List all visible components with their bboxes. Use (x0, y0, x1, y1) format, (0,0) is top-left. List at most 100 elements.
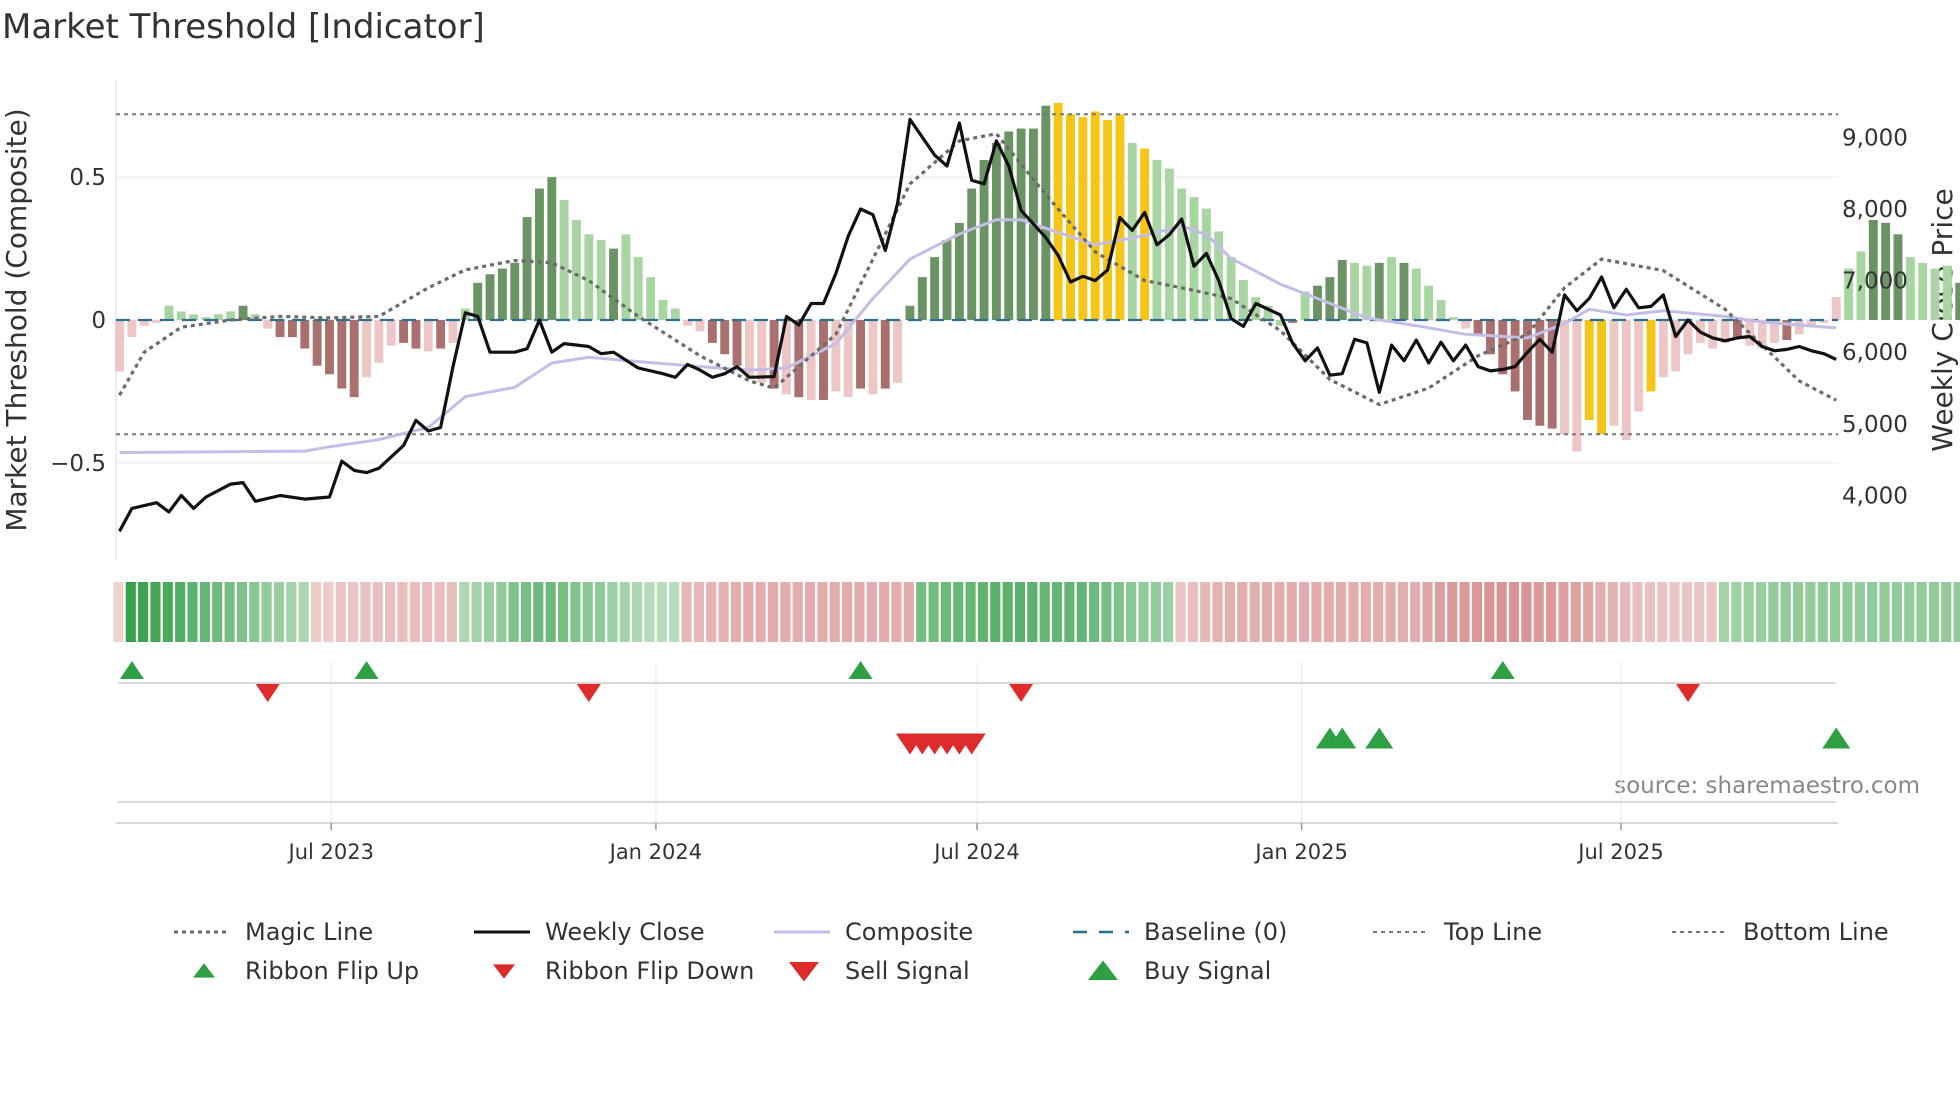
ribbon-cell (990, 582, 1001, 642)
ribbon-flip-up-marker (1490, 661, 1515, 679)
histogram-bar (1535, 320, 1545, 426)
histogram-bar (152, 320, 162, 323)
ribbon-cell (1410, 582, 1421, 642)
histogram-bar (1918, 262, 1928, 320)
histogram-bar (559, 200, 569, 320)
histogram-bar (1226, 257, 1236, 320)
histogram-bar (1819, 320, 1829, 323)
legend-label: Top Line (1443, 918, 1542, 946)
histogram-bar (1448, 317, 1458, 320)
histogram-bar (1498, 320, 1508, 375)
ribbon-cell (1064, 582, 1075, 642)
weekly-close-line (118, 117, 1837, 533)
histogram-bar (1251, 297, 1261, 320)
histogram-bar (942, 240, 952, 320)
ribbon-cell (866, 582, 877, 642)
left-tick-label: 0.5 (69, 165, 106, 191)
ribbon-flip-down-marker (255, 684, 280, 702)
ribbon-cell (1657, 582, 1668, 642)
legend-triangle-up-icon (1088, 960, 1118, 980)
ribbon-cell (162, 582, 173, 642)
ribbon-cell (1916, 582, 1927, 642)
ribbon-cell (1521, 582, 1532, 642)
ribbon-cell (1014, 582, 1026, 642)
histogram-bar (1152, 160, 1162, 320)
histogram-bar (856, 320, 865, 389)
histogram-bar (695, 320, 705, 332)
histogram-bar (806, 320, 816, 400)
histogram-bar (720, 320, 730, 355)
histogram-bar (670, 308, 680, 320)
ribbon-cell (335, 582, 346, 642)
histogram-bar (127, 320, 137, 338)
ribbon-cell (1879, 582, 1890, 642)
ribbon-cell (1323, 582, 1334, 642)
ribbon-flip-down-marker (1676, 684, 1701, 702)
ribbon-cell (1138, 582, 1149, 642)
histogram-bar (843, 320, 853, 398)
histogram-bar (349, 320, 359, 398)
left-axis-label: Market Threshold (Composite) (0, 108, 33, 531)
ribbon-cell (224, 582, 235, 642)
ribbon-cell (1595, 582, 1606, 642)
ribbon-cell (1755, 582, 1767, 642)
ribbon-cell (1039, 582, 1050, 642)
grid (115, 80, 1838, 824)
ribbon-cell (1447, 582, 1458, 642)
ribbon-cell (854, 582, 865, 642)
ribbon-cell (1261, 582, 1273, 642)
x-tick-label: Jan 2024 (608, 840, 703, 864)
legend-label: Composite (845, 918, 973, 946)
ribbon-cell (804, 582, 816, 642)
ribbon-cell (1422, 582, 1433, 642)
histogram-bar (1782, 320, 1792, 340)
price-lines (118, 117, 1837, 533)
histogram-bar (1066, 114, 1075, 321)
ribbon-cell (1941, 582, 1952, 642)
ribbon-flip-up-marker (119, 661, 144, 679)
histogram-bar (1942, 265, 1952, 320)
ribbon-cell (1817, 582, 1828, 642)
ribbon-cell (1607, 582, 1618, 642)
histogram-bar (1547, 320, 1557, 429)
histogram-bar (238, 305, 248, 320)
histogram-bar (1757, 320, 1767, 349)
histogram-bar (1671, 320, 1681, 372)
ribbon-cell (261, 582, 272, 642)
histogram-bar (1831, 297, 1841, 320)
legend-triangle-up-icon (193, 963, 215, 978)
legend-label: Bottom Line (1743, 918, 1889, 946)
ribbon-cell (977, 582, 989, 642)
ribbon-cell (1373, 582, 1384, 642)
ribbon-cell (187, 582, 198, 642)
histogram-bar (300, 320, 310, 349)
histogram-bar (399, 320, 409, 343)
ribbon-cell (1101, 582, 1112, 642)
ribbon-cell (385, 582, 396, 642)
legend-label: Buy Signal (1144, 957, 1271, 985)
ribbon-cell (1743, 582, 1754, 642)
ribbon-cell (607, 582, 618, 642)
histogram-bar (1436, 300, 1446, 320)
ribbon-flip-down-marker (576, 684, 601, 702)
histogram-bar (658, 300, 668, 320)
ribbon-cell (1089, 582, 1100, 642)
histogram-bar (1177, 188, 1187, 320)
histogram-bar (1856, 251, 1866, 320)
ribbon-cell (1793, 582, 1804, 642)
histogram-bar (176, 311, 186, 320)
ribbon-cell (792, 582, 803, 642)
histogram-bar (1634, 320, 1644, 412)
ribbon-cell (1508, 582, 1520, 642)
ribbon-cell (681, 582, 692, 642)
histogram-bar (1189, 197, 1199, 320)
ribbon-cell (483, 582, 494, 642)
ribbon-cell (1620, 582, 1631, 642)
histogram-bar (707, 320, 717, 343)
ribbon-cell (903, 582, 914, 642)
legend-label: Ribbon Flip Up (245, 957, 419, 985)
histogram-bar (213, 314, 223, 320)
axis-ticks: 0.5 0 −0.5 9,000 8,000 7,000 6,000 5,000 4,000 Ju… (50, 125, 1908, 864)
histogram-bar (1288, 320, 1298, 323)
histogram-bar (275, 320, 285, 338)
